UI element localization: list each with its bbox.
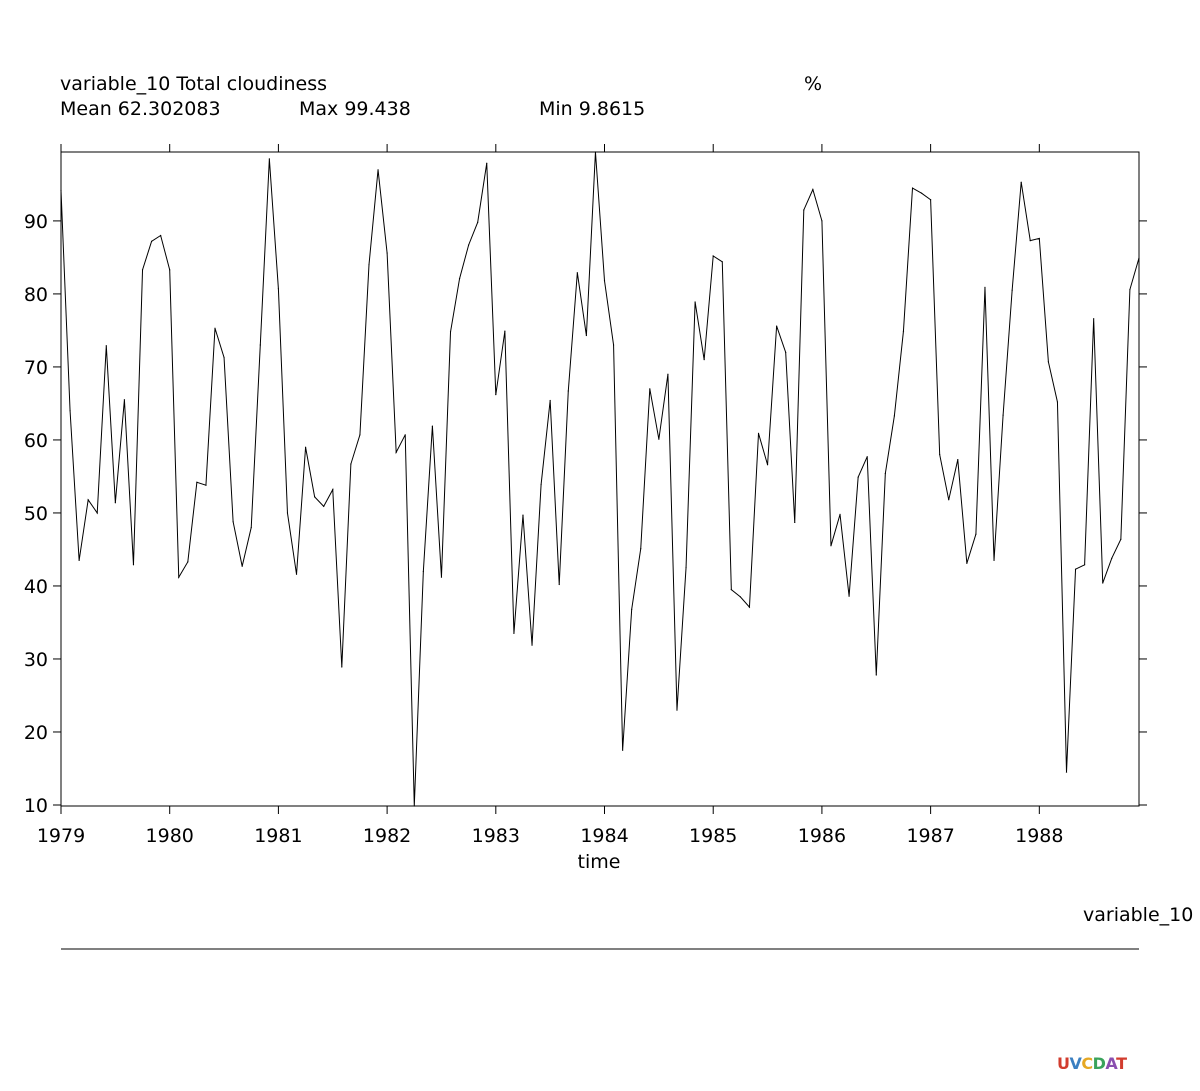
chart-title: variable_10 Total cloudiness (60, 73, 328, 95)
x-tick-label-1988: 1988 (1015, 825, 1063, 847)
min-stat: Min 9.8615 (539, 98, 646, 120)
y-tick-label-80: 80 (24, 284, 48, 306)
units-label: % (804, 73, 823, 95)
x-tick-label-1980: 1980 (146, 825, 194, 847)
axis-ticks (53, 144, 1147, 814)
mean-stat: Mean 62.302083 (60, 98, 221, 120)
x-tick-label-1986: 1986 (798, 825, 846, 847)
uvcdat-logo: UVCDAT (1057, 1054, 1127, 1073)
x-tick-label-1985: 1985 (689, 825, 737, 847)
x-tick-label-1987: 1987 (906, 825, 954, 847)
y-tick-label-60: 60 (24, 430, 48, 452)
y-tick-label-50: 50 (24, 503, 48, 525)
legend-label: variable_10 (1083, 904, 1194, 926)
y-tick-label-90: 90 (24, 211, 48, 233)
axis-tick-labels: 1979 1980 1981 1982 1983 1984 1985 1986 1987 1988… (24, 211, 1064, 847)
x-tick-label-1981: 1981 (254, 825, 302, 847)
y-tick-label-10: 10 (24, 795, 48, 817)
x-tick-label-1983: 1983 (472, 825, 520, 847)
x-tick-label-1982: 1982 (363, 825, 411, 847)
x-axis-label: time (578, 851, 621, 873)
y-tick-label-30: 30 (24, 649, 48, 671)
x-tick-label-1979: 1979 (37, 825, 85, 847)
y-tick-label-20: 20 (24, 722, 48, 744)
plot-frame (60, 151, 1140, 807)
max-stat: Max 99.438 (299, 98, 411, 120)
x-tick-label-1984: 1984 (580, 825, 628, 847)
y-tick-label-40: 40 (24, 576, 48, 598)
y-tick-label-70: 70 (24, 357, 48, 379)
series-line (60, 151, 1140, 807)
